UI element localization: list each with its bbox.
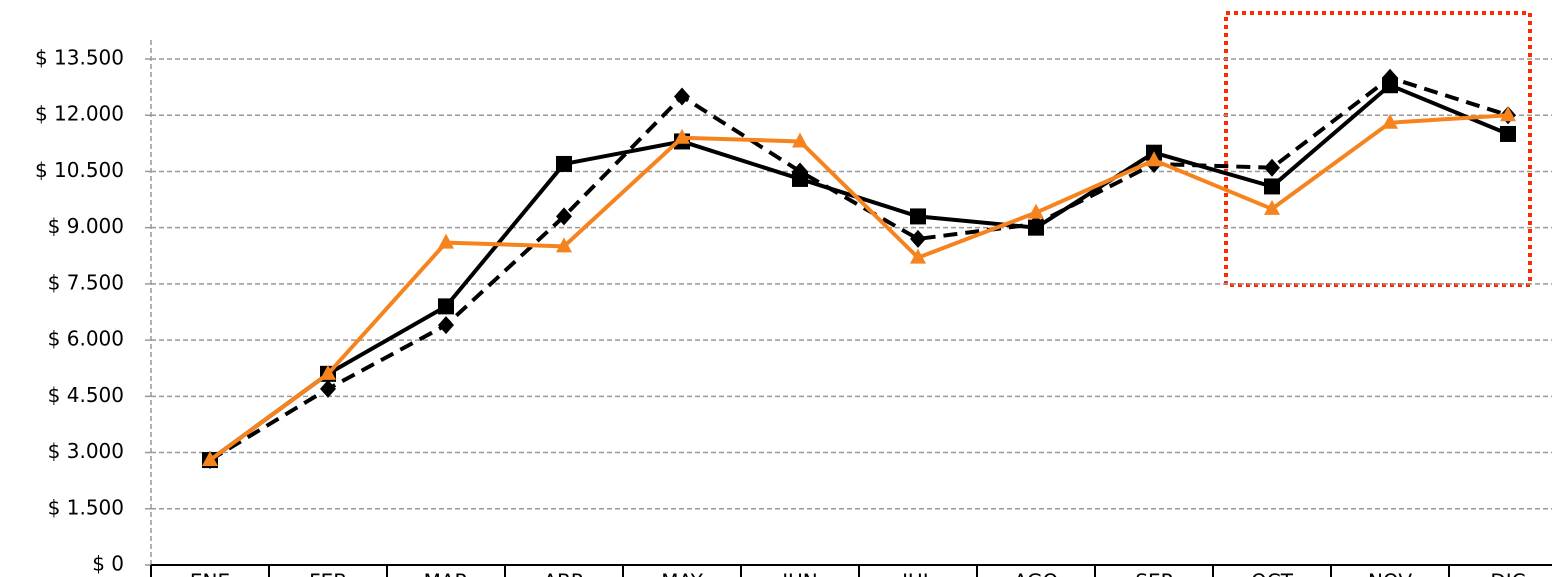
x-tick-label: SEP	[1135, 570, 1172, 577]
marker	[1028, 203, 1044, 219]
series-line	[208, 113, 1509, 462]
marker	[1028, 214, 1044, 233]
marker	[1264, 158, 1280, 177]
x-tick-label: JUL	[900, 570, 935, 577]
marker	[1146, 151, 1162, 167]
marker	[910, 248, 926, 264]
marker	[674, 128, 690, 144]
marker	[674, 87, 690, 106]
marker	[910, 208, 926, 225]
series-line	[208, 83, 1509, 462]
y-tick-label: $ 3.000	[48, 439, 124, 463]
marker	[1264, 199, 1280, 215]
marker	[556, 237, 572, 253]
highlight-box	[1224, 11, 1532, 287]
x-tick-label: OCT	[1251, 570, 1294, 577]
marker	[438, 233, 454, 249]
marker	[556, 207, 572, 226]
marker	[202, 451, 218, 467]
marker	[438, 298, 454, 315]
marker	[1500, 125, 1516, 142]
x-tick-label: JUN	[780, 570, 818, 577]
y-tick-label: $ 13.500	[35, 46, 124, 70]
x-tick-label: ABR	[543, 570, 584, 577]
series-line	[208, 75, 1509, 462]
y-tick-label: $ 6.000	[48, 327, 124, 351]
marker	[792, 162, 808, 181]
marker	[320, 379, 336, 398]
marker	[556, 155, 572, 172]
x-tick-label: DIC	[1490, 570, 1525, 577]
x-tick-label: MAY	[661, 570, 703, 577]
y-tick-label: $ 1.500	[48, 495, 124, 519]
y-tick-label: $ 9.000	[48, 214, 124, 238]
marker	[1382, 68, 1398, 87]
x-tick-label: MAR	[424, 570, 469, 577]
marker	[1264, 178, 1280, 195]
y-tick-label: $ 7.500	[48, 270, 124, 294]
x-tick-label: FEB	[309, 570, 347, 577]
marker	[1500, 106, 1516, 122]
marker	[320, 364, 336, 380]
x-tick-label: ENE	[190, 570, 230, 577]
x-tick-label: AGO	[1014, 570, 1059, 577]
y-tick-label: $ 4.500	[48, 383, 124, 407]
marker	[792, 132, 808, 148]
y-tick-label: $ 0	[92, 552, 124, 576]
x-tick-label: NOV	[1368, 570, 1412, 577]
y-tick-label: $ 12.000	[35, 102, 124, 126]
marker	[1382, 113, 1398, 129]
marker	[910, 229, 926, 248]
marker	[438, 316, 454, 335]
y-tick-label: $ 10.500	[35, 158, 124, 182]
